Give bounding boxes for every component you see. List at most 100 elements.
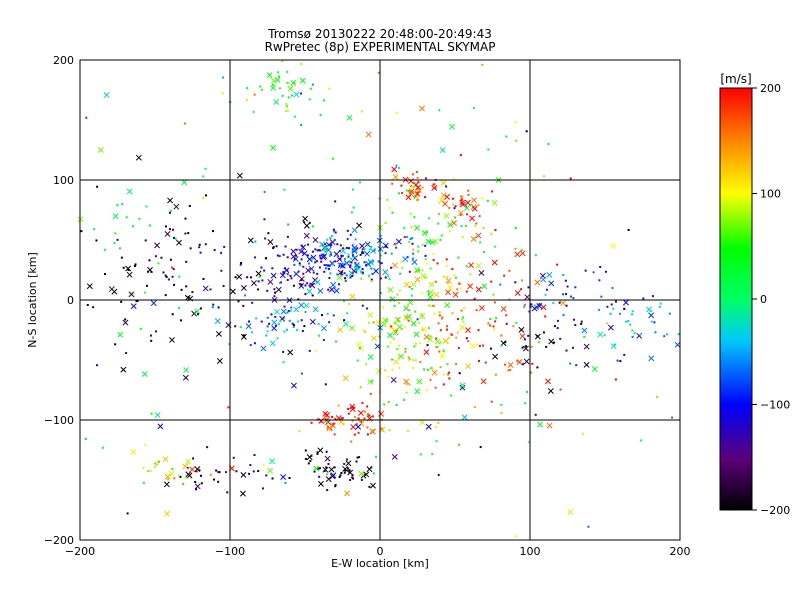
scatter-dot	[408, 240, 411, 243]
scatter-dot	[329, 237, 332, 240]
scatter-dot	[447, 281, 450, 284]
scatter-cross	[405, 194, 412, 201]
scatter-dot	[505, 135, 508, 138]
scatter-dot	[188, 204, 191, 207]
scatter-dot	[292, 324, 295, 327]
scatter-dot	[442, 383, 445, 386]
scatter-dot	[437, 474, 440, 477]
scatter-dot	[347, 467, 350, 470]
scatter-cross	[255, 270, 262, 277]
scatter-cross	[135, 154, 142, 161]
scatter-cross	[447, 221, 454, 228]
scatter-dot	[271, 267, 274, 270]
scatter-dot	[553, 341, 556, 344]
scatter-dot	[299, 264, 302, 267]
scatter-dot	[202, 175, 205, 178]
scatter-dot	[248, 472, 251, 475]
scatter-cross	[322, 466, 329, 473]
scatter-dot	[489, 324, 492, 327]
scatter-cross	[342, 375, 349, 382]
scatter-dot	[449, 230, 452, 233]
scatter-cross	[309, 318, 316, 325]
scatter-dot	[120, 256, 123, 259]
scatter-dot	[448, 336, 451, 339]
scatter-dot	[562, 273, 565, 276]
scatter-dot	[364, 330, 367, 333]
scatter-dot	[493, 328, 496, 331]
scatter-dot	[287, 96, 290, 99]
scatter-dot	[421, 292, 424, 295]
scatter-cross	[403, 378, 410, 385]
scatter-dot	[288, 319, 291, 322]
scatter-cross	[240, 333, 247, 340]
scatter-dot	[380, 427, 383, 430]
scatter-dot	[437, 322, 440, 325]
scatter-dot	[114, 232, 117, 235]
scatter-dot	[326, 420, 329, 423]
scatter-dot	[545, 345, 548, 348]
scatter-dot	[368, 485, 371, 488]
scatter-cross	[414, 224, 420, 231]
scatter-dot	[300, 92, 303, 95]
scatter-cross	[283, 267, 290, 274]
scatter-dot	[122, 266, 125, 269]
scatter-dot	[393, 243, 396, 246]
scatter-cross	[185, 458, 192, 465]
scatter-dot	[386, 318, 389, 321]
scatter-cross	[287, 349, 294, 356]
scatter-cross	[610, 243, 617, 249]
scatter-dot	[663, 335, 666, 338]
scatter-dot	[437, 222, 440, 225]
scatter-dot	[440, 316, 443, 319]
scatter-cross	[452, 291, 459, 298]
scatter-cross	[349, 325, 356, 332]
scatter-dot	[318, 266, 321, 269]
scatter-dot	[308, 284, 311, 287]
scatter-cross	[674, 341, 681, 348]
scatter-cross	[416, 378, 423, 385]
scatter-dot	[399, 261, 402, 264]
scatter-dot	[120, 300, 123, 303]
scatter-cross	[303, 232, 310, 239]
scatter-dot	[308, 98, 311, 101]
scatter-dot	[455, 362, 458, 365]
scatter-dot	[433, 312, 436, 315]
scatter-dot	[447, 373, 450, 376]
scatter-cross	[330, 472, 337, 479]
scatter-dot	[255, 317, 258, 320]
scatter-dot	[412, 248, 415, 251]
scatter-dot	[324, 250, 327, 253]
scatter-dot	[179, 319, 182, 322]
scatter-dot	[403, 236, 406, 239]
scatter-dot	[242, 304, 245, 307]
scatter-dot	[500, 412, 503, 415]
scatter-dot	[524, 345, 527, 348]
scatter-dot	[370, 267, 373, 270]
scatter-dot	[334, 260, 337, 263]
scatter-dot	[486, 199, 489, 202]
scatter-dot	[327, 462, 330, 465]
scatter-dot	[312, 271, 315, 274]
scatter-dot	[598, 279, 601, 282]
scatter-dot	[418, 269, 421, 272]
scatter-dot	[445, 185, 448, 188]
scatter-dot	[354, 256, 357, 259]
scatter-dot	[302, 265, 305, 268]
scatter-cross	[182, 463, 189, 470]
scatter-cross	[236, 172, 243, 179]
scatter-dot	[220, 269, 223, 272]
scatter-cross	[540, 304, 547, 311]
scatter-dot	[326, 418, 329, 421]
scatter-dot	[455, 336, 458, 339]
scatter-dot	[364, 410, 367, 413]
y-tick-label: 100	[53, 174, 74, 187]
scatter-dot	[367, 413, 370, 416]
scatter-dot	[403, 226, 406, 229]
scatter-dot	[287, 310, 290, 313]
scatter-dot	[95, 364, 98, 367]
scatter-dot	[431, 304, 434, 307]
scatter-cross	[229, 288, 236, 295]
scatter-cross	[583, 343, 590, 350]
scatter-dot	[521, 346, 524, 349]
